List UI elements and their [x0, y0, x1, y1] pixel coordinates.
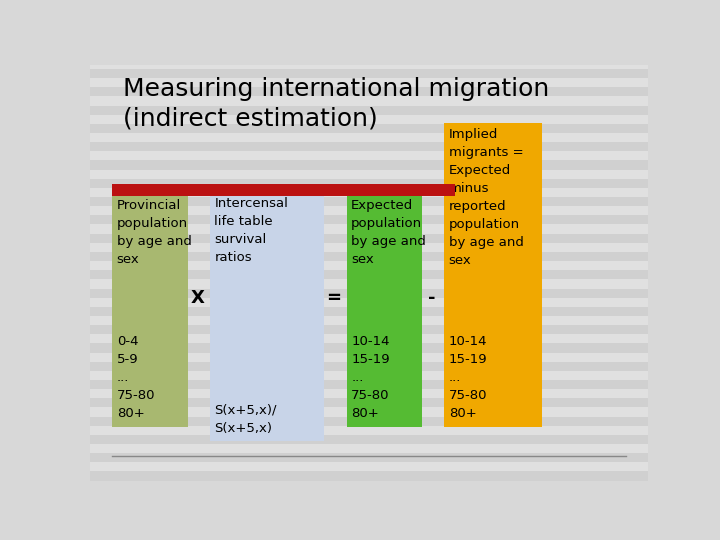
Bar [90, 160, 648, 170]
Bar [90, 316, 648, 325]
Text: =: = [326, 289, 341, 307]
Bar [90, 87, 648, 97]
Bar [90, 334, 648, 343]
Bar [90, 69, 648, 78]
Bar [90, 197, 648, 206]
Bar [90, 215, 648, 225]
Bar [90, 407, 648, 416]
Bar [210, 192, 324, 441]
Bar [90, 325, 648, 334]
Bar [444, 123, 542, 427]
Text: Intercensal
life table
survival
ratios: Intercensal life table survival ratios [215, 197, 288, 264]
Bar [90, 343, 648, 353]
Text: Measuring international migration
(indirect estimation): Measuring international migration (indir… [124, 77, 550, 131]
Bar [90, 252, 648, 261]
Text: 10-14
15-19
...
75-80
80+: 10-14 15-19 ... 75-80 80+ [449, 335, 487, 420]
Text: Implied
migrants =
Expected
minus
reported
population
by age and
sex: Implied migrants = Expected minus report… [449, 128, 523, 267]
Bar [90, 399, 648, 407]
Text: S(x+5,x)/
S(x+5,x): S(x+5,x)/ S(x+5,x) [215, 404, 277, 435]
Text: 0-4
5-9
...
75-80
80+: 0-4 5-9 ... 75-80 80+ [117, 335, 156, 420]
Bar [90, 124, 648, 133]
Bar [90, 206, 648, 215]
Bar [90, 243, 648, 252]
Bar [90, 389, 648, 399]
Bar [90, 362, 648, 371]
Bar [90, 60, 648, 69]
Bar [90, 170, 648, 179]
Text: X: X [190, 289, 204, 307]
Bar [90, 471, 648, 481]
Bar [90, 151, 648, 160]
Bar [90, 307, 648, 316]
Bar [90, 371, 648, 380]
Bar [90, 261, 648, 270]
Bar [90, 179, 648, 188]
Bar [347, 194, 422, 427]
Text: Expected
population
by age and
sex: Expected population by age and sex [351, 199, 426, 266]
Bar [90, 188, 648, 197]
Bar [90, 225, 648, 234]
Bar [90, 416, 648, 426]
Bar [90, 444, 648, 453]
Bar [90, 380, 648, 389]
Bar [90, 435, 648, 444]
Bar [90, 279, 648, 288]
Bar [90, 298, 648, 307]
Bar [90, 426, 648, 435]
Bar [90, 133, 648, 142]
Bar [90, 453, 648, 462]
Text: Provincial
population
by age and
sex: Provincial population by age and sex [117, 199, 192, 266]
Bar [90, 114, 648, 124]
Bar [90, 78, 648, 87]
Bar [112, 184, 456, 196]
Bar [90, 270, 648, 279]
Bar [90, 462, 648, 471]
Text: -: - [428, 289, 436, 307]
Text: 10-14
15-19
...
75-80
80+: 10-14 15-19 ... 75-80 80+ [351, 335, 390, 420]
Bar [90, 288, 648, 298]
Bar [90, 105, 648, 114]
Bar [90, 97, 648, 105]
Bar [112, 194, 188, 427]
Bar [90, 234, 648, 243]
Bar [90, 353, 648, 362]
Bar [90, 142, 648, 151]
